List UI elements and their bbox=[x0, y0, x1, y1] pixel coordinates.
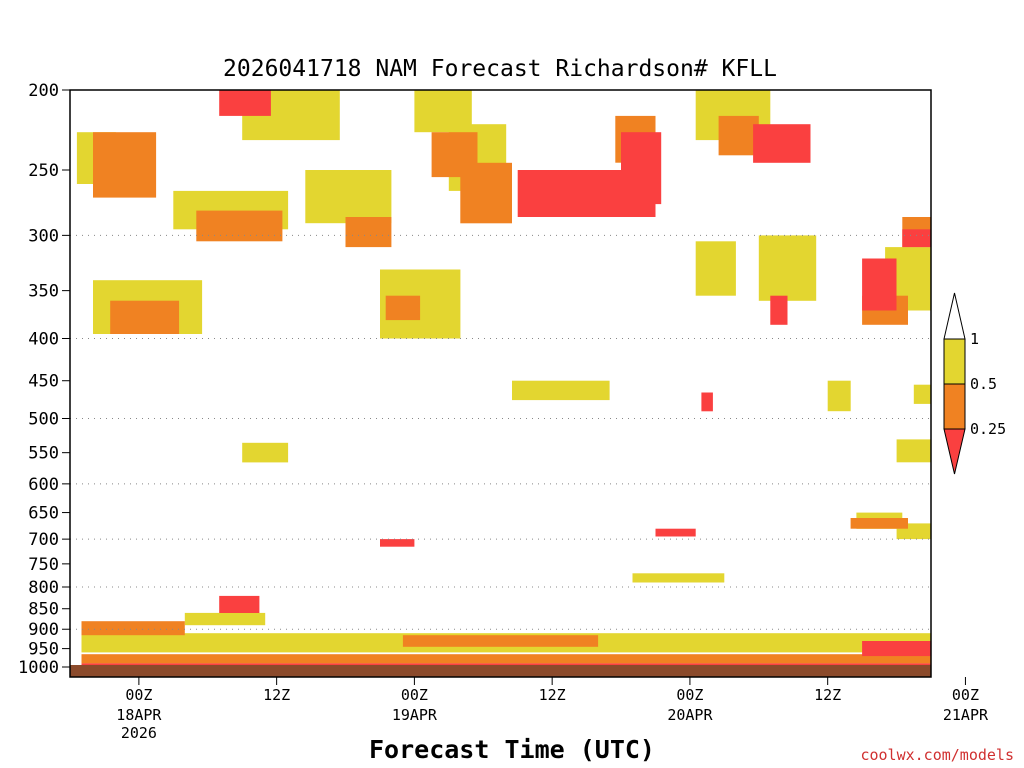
legend-arrow-bottom bbox=[943, 428, 966, 475]
shade-red-0 bbox=[219, 90, 271, 116]
plot-frame bbox=[69, 89, 932, 678]
chart-title: 2026041718 NAM Forecast Richardson# KFLL bbox=[223, 56, 777, 82]
legend-swatch-orange bbox=[943, 383, 966, 430]
y-axis: 200 250 300 350 400 450 500 550 600 650 700 750 8008… bbox=[18, 81, 70, 678]
x-tick-date-6: 21APR bbox=[943, 706, 989, 724]
shade-red-2 bbox=[621, 132, 662, 205]
shade-yellow-12 bbox=[827, 380, 851, 412]
legend: 1 0.5 0.25 bbox=[943, 292, 1006, 475]
shade-red-6 bbox=[902, 229, 931, 248]
y-tick-label-250: 250 bbox=[28, 161, 59, 181]
y-tick-label-1000: 1000 bbox=[18, 658, 59, 678]
y-tick-label-400: 400 bbox=[28, 330, 59, 350]
y-tick-label-650: 650 bbox=[28, 504, 59, 524]
shade-orange-5 bbox=[460, 162, 512, 224]
legend-label-0.25: 0.25 bbox=[970, 420, 1006, 438]
shade-yellow-4 bbox=[305, 170, 392, 224]
credit-text: coolwx.com/models bbox=[860, 746, 1014, 764]
shade-orange-0 bbox=[93, 132, 157, 198]
shade-orange-12 bbox=[81, 621, 185, 636]
shade-orange-1 bbox=[110, 300, 180, 334]
ground-band bbox=[70, 665, 931, 677]
x-tick-label-2: 00Z bbox=[401, 686, 428, 704]
y-tick-label-200: 200 bbox=[28, 81, 59, 101]
shade-orange-6 bbox=[385, 295, 421, 321]
legend-label-0.5: 0.5 bbox=[970, 375, 997, 393]
shade-red-9 bbox=[380, 539, 415, 547]
shade-yellow-14 bbox=[896, 439, 931, 463]
legend-swatch-yellow bbox=[943, 338, 966, 385]
shade-yellow-8 bbox=[512, 380, 610, 401]
y-tick-label-450: 450 bbox=[28, 372, 59, 392]
shade-orange-3 bbox=[345, 217, 392, 248]
shade-orange-13 bbox=[402, 635, 599, 647]
shade-yellow-15 bbox=[913, 384, 931, 404]
shade-red-7 bbox=[701, 392, 713, 412]
x-tick-year-0: 2026 bbox=[121, 724, 157, 742]
shade-red-10 bbox=[219, 595, 260, 613]
shade-orange-8 bbox=[718, 115, 759, 156]
x-tick-date-0: 18APR bbox=[116, 706, 162, 724]
shade-red-8 bbox=[655, 528, 696, 537]
shade-yellow-20 bbox=[184, 612, 266, 626]
y-tick-label-350: 350 bbox=[28, 282, 59, 302]
shade-orange-2 bbox=[196, 210, 283, 242]
x-tick-date-4: 20APR bbox=[667, 706, 713, 724]
y-tick-label-950: 950 bbox=[28, 640, 59, 660]
shade-red-3 bbox=[753, 124, 811, 163]
y-tick-label-300: 300 bbox=[28, 226, 59, 246]
shade-red-5 bbox=[770, 295, 788, 325]
x-tick-label-0: 00Z bbox=[125, 686, 152, 704]
y-tick-label-600: 600 bbox=[28, 475, 59, 495]
shade-yellow-10 bbox=[695, 241, 736, 296]
y-tick-label-550: 550 bbox=[28, 444, 59, 464]
shade-orange-11 bbox=[850, 518, 908, 529]
x-tick-label-5: 12Z bbox=[814, 686, 841, 704]
y-tick-label-700: 700 bbox=[28, 530, 59, 550]
y-tick-label-750: 750 bbox=[28, 555, 59, 575]
shading-layer bbox=[76, 90, 931, 667]
x-tick-label-3: 12Z bbox=[539, 686, 566, 704]
shade-yellow-19 bbox=[632, 573, 725, 583]
shade-red-4 bbox=[862, 258, 897, 311]
x-tick-date-2: 19APR bbox=[392, 706, 438, 724]
x-tick-label-1: 12Z bbox=[263, 686, 290, 704]
shade-yellow-11 bbox=[758, 235, 817, 301]
x-tick-label-4: 00Z bbox=[676, 686, 703, 704]
y-tick-label-850: 850 bbox=[28, 600, 59, 620]
y-tick-label-500: 500 bbox=[28, 409, 59, 429]
shade-red-12 bbox=[862, 641, 931, 657]
y-tick-label-800: 800 bbox=[28, 578, 59, 598]
shade-orange-14 bbox=[81, 654, 931, 664]
legend-label-1: 1 bbox=[970, 330, 979, 348]
x-tick-label-6: 00Z bbox=[952, 686, 979, 704]
x-axis-label: Forecast Time (UTC) bbox=[369, 735, 655, 764]
plot-area bbox=[69, 89, 932, 678]
shade-yellow-16 bbox=[242, 442, 289, 463]
y-tick-label-900: 900 bbox=[28, 620, 59, 640]
